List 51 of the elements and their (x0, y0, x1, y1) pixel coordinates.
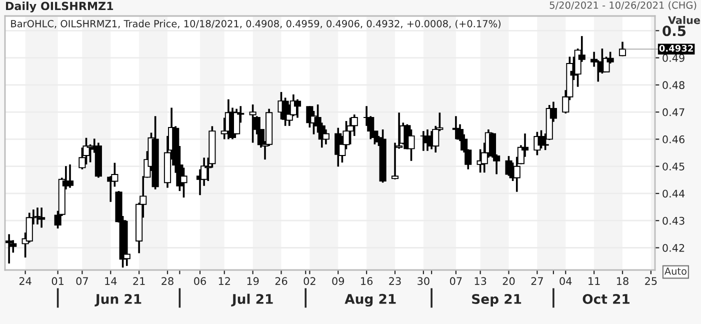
candlestick (594, 59, 602, 83)
candlestick (420, 130, 427, 152)
y-tick-label: 0.44 (662, 190, 685, 198)
x-tick-label: 21 (133, 277, 145, 285)
x-tick-label: 13 (474, 277, 486, 286)
annotation: 0.4932 (659, 44, 693, 52)
candlestick (346, 116, 354, 146)
x-tick-label: 16 (361, 277, 373, 286)
x2-tick-label: Sep 21 (472, 294, 522, 307)
y-tick-label: 0.43 (662, 216, 684, 225)
x-tick-label: 25 (645, 277, 657, 286)
x-tick-label: 06 (194, 277, 206, 286)
text: 5/20/2021 - 10/26/2021 (CHG) (550, 1, 696, 10)
x-tick-label: 24 (19, 277, 32, 285)
candlestick (408, 128, 415, 162)
x-tick-label: 11 (588, 277, 600, 285)
x-tick-label: 28 (162, 277, 174, 286)
y-axis-title: Value (668, 16, 700, 24)
x2-tick-label: Jun 21 (94, 294, 142, 306)
x-tick-label: 23 (389, 277, 401, 286)
x-tick-label: 26 (275, 277, 288, 286)
y-tick-label: 0.47 (662, 108, 684, 116)
candlestick (123, 220, 130, 267)
text: Auto (664, 268, 686, 275)
x-tick-label: 14 (105, 277, 117, 285)
candlestick (233, 108, 240, 136)
x-tick-label: 20 (502, 277, 515, 286)
y-tick-label: 0.5 (662, 26, 686, 36)
y-tick-label: 0.46 (662, 135, 684, 144)
x-tick-label: 07 (450, 277, 462, 286)
x-tick-label: 27 (531, 277, 543, 285)
candlestick (294, 98, 302, 119)
x2-tick-label: Oct 21 (582, 294, 630, 304)
chart-subtitle: BarOHLC, OILSHRMZ1, Trade Price, 10/18/2021, 0.4908, 0.4959, 0.4906, 0.4932, +0.0008, (+0.17%) (11, 20, 501, 28)
x-tick-label: 19 (247, 277, 259, 286)
x-tick-label: 02 (304, 277, 316, 286)
x2-tick-label: Jul 21 (231, 294, 273, 306)
x-tick-label: 30 (418, 277, 430, 286)
x-tick-label: 12 (218, 277, 230, 285)
x-tick-label: 01 (52, 277, 64, 286)
y-tick-label: 0.45 (662, 162, 684, 170)
x2-tick-label: Aug 21 (344, 294, 396, 307)
candlestick (6, 233, 13, 264)
y-tick-label: 0.42 (662, 244, 684, 252)
candlestick (180, 166, 188, 198)
x-tick-label: 04 (560, 277, 572, 286)
y-tick-label: 0.48 (662, 81, 684, 90)
x-tick-label: 18 (617, 277, 628, 286)
x-tick-label: 09 (332, 277, 344, 286)
x-tick-label: 07 (76, 277, 88, 286)
chart-title: Daily OILSHRMZ1 (6, 2, 114, 12)
